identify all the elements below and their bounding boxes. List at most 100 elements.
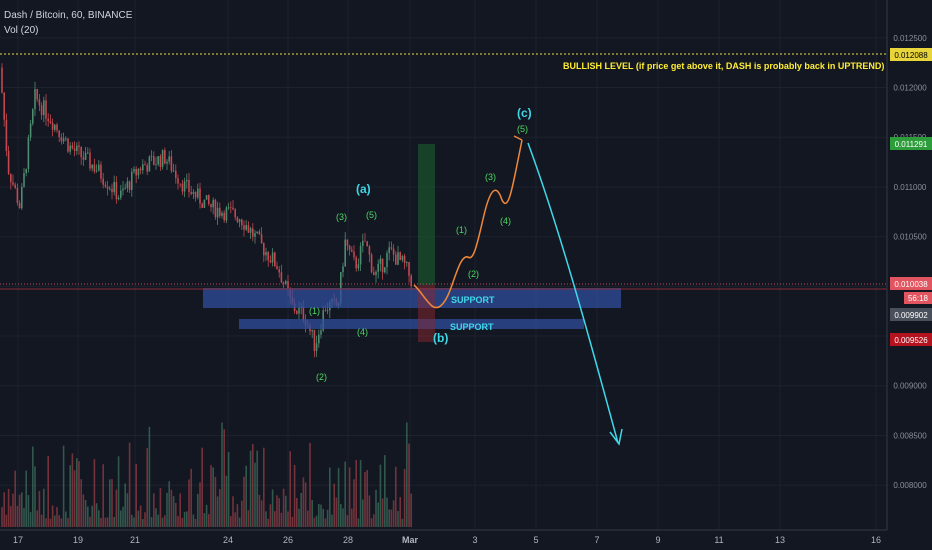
volume-bar: [346, 515, 349, 527]
volume-bar: [12, 493, 14, 527]
candle-body: [355, 257, 357, 269]
price-scale[interactable]: [887, 0, 932, 550]
candle-body: [175, 170, 177, 179]
candle-body: [342, 266, 344, 273]
candle-body: [260, 234, 263, 244]
candle-body: [190, 192, 192, 194]
sub-wave-3-first: (3): [336, 212, 347, 222]
candle-body: [67, 138, 69, 152]
volume-bar: [78, 461, 80, 527]
candle-body: [223, 212, 225, 221]
candle-body: [370, 254, 373, 273]
candle-body: [168, 156, 170, 162]
volume-bar: [298, 508, 300, 527]
volume-bar: [406, 422, 408, 527]
volume-bar: [395, 466, 397, 527]
volume-bar: [285, 495, 287, 527]
candle-body: [362, 240, 364, 247]
x-tick-label: 11: [714, 535, 723, 545]
volume-bar: [260, 500, 263, 527]
candle-body: [353, 251, 355, 258]
volume-bar: [342, 508, 344, 527]
volume-bar: [313, 517, 316, 527]
volume-bar: [388, 509, 390, 527]
candle-body: [45, 100, 47, 119]
volume-bar: [397, 511, 399, 527]
x-tick-label: 16: [871, 535, 881, 545]
candle-body: [315, 343, 318, 351]
candle-body: [56, 124, 58, 131]
volume-bar: [95, 503, 98, 527]
volume-bar: [1, 507, 3, 527]
volume-bar: [45, 518, 47, 527]
projection-path-orange[interactable]: [413, 139, 523, 309]
volume-bar: [56, 507, 58, 527]
y-tick-label: 0.012000: [893, 84, 927, 93]
candle-body: [269, 260, 272, 263]
candle-body: [340, 272, 342, 304]
support-zone-lower[interactable]: [239, 319, 584, 329]
volume-bar: [236, 504, 239, 527]
volume-bar: [34, 466, 36, 527]
volume-bar: [344, 461, 346, 527]
stop-level-tag-text: 0.009526: [894, 336, 928, 345]
volume-bar: [287, 511, 289, 527]
candle-body: [403, 255, 406, 263]
volume-bar: [293, 464, 296, 527]
sub-wave-4-first: (4): [357, 327, 368, 337]
volume-bar: [210, 465, 212, 527]
volume-bar: [192, 514, 195, 527]
x-tick-label: 19: [73, 535, 83, 545]
x-tick-label: 24: [223, 535, 233, 545]
projection-path-cyan[interactable]: [527, 142, 619, 444]
volume-bar: [186, 511, 188, 527]
candle-body: [379, 258, 382, 264]
volume-bar: [249, 450, 252, 527]
candle-body: [115, 181, 118, 200]
volume-bar: [7, 488, 10, 527]
candle-body: [392, 248, 395, 255]
bullish-level-tag: [890, 48, 932, 61]
sub-wave-3-second: (3): [485, 172, 496, 182]
volume-bar: [190, 468, 192, 527]
candle-body: [43, 100, 45, 116]
volume-bar: [263, 447, 265, 527]
volume-bar: [348, 467, 351, 527]
candle-body: [247, 225, 250, 233]
stop-zone[interactable]: [418, 285, 435, 342]
candle-body: [296, 311, 298, 314]
candle-body: [205, 195, 208, 200]
volume-bar: [399, 497, 401, 527]
candle-body: [278, 269, 280, 273]
volume-bar: [197, 493, 199, 527]
volume-bar: [307, 510, 309, 527]
sub-wave-5-second: (5): [517, 124, 528, 134]
candle-body: [241, 219, 243, 226]
candle-body: [311, 329, 313, 332]
candle-body: [298, 307, 300, 314]
volume-bar: [76, 458, 78, 527]
candle-body: [201, 203, 203, 208]
candle-body: [122, 188, 124, 191]
target-zone[interactable]: [418, 144, 435, 285]
sub-wave-5-first: (5): [366, 210, 377, 220]
volume-bar: [122, 506, 124, 527]
candle-body: [113, 181, 115, 193]
volume-bar: [183, 511, 186, 527]
support-zone-upper[interactable]: [203, 288, 621, 308]
candle-body: [252, 228, 254, 237]
volume-bar: [148, 426, 151, 527]
volume-label: Vol (20): [4, 25, 38, 36]
x-tick-labels[interactable]: 17 19 21 24 26 28 Mar 3 5 7 9 11 13 16: [13, 535, 881, 545]
candle-body: [318, 334, 320, 344]
volume-bar: [311, 499, 313, 527]
volume-bar: [373, 514, 375, 527]
volume-bar: [18, 494, 21, 527]
candle-body: [348, 245, 351, 250]
candle-body: [82, 157, 85, 160]
volume-bar: [93, 459, 96, 527]
y-tick-label: 0.012500: [893, 34, 927, 43]
volume-bar: [166, 492, 168, 527]
